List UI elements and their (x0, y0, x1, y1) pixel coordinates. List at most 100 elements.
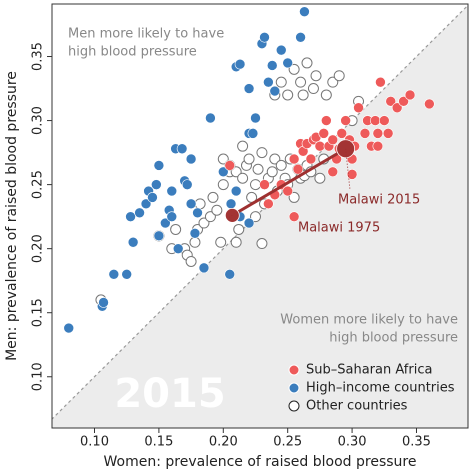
point (249, 211, 261, 223)
point (372, 140, 384, 152)
point (301, 57, 313, 69)
point (224, 160, 236, 171)
point (185, 153, 197, 165)
point (321, 115, 332, 126)
point (127, 236, 139, 248)
point (375, 76, 386, 88)
point (233, 223, 245, 235)
legend-marker (288, 400, 300, 412)
legend-marker (288, 364, 300, 376)
point (310, 70, 322, 82)
y-tick-label: 0.15 (31, 298, 46, 327)
point (269, 85, 281, 97)
point (185, 198, 197, 210)
point (305, 153, 317, 165)
region-label: high blood pressure (329, 331, 458, 346)
point (288, 63, 300, 75)
watermark: 2015 (114, 371, 225, 417)
point (385, 96, 397, 107)
point (275, 76, 287, 88)
point (237, 140, 249, 152)
point (340, 115, 351, 126)
point (147, 192, 158, 203)
region-label: Women more likely to have (280, 313, 458, 328)
point (205, 112, 216, 124)
y-axis-label: Men: prevalence of raised blood pressure (4, 71, 20, 361)
point (176, 143, 188, 155)
point (192, 207, 203, 219)
point (189, 227, 201, 239)
point (224, 268, 236, 280)
point (252, 163, 264, 175)
point (160, 217, 171, 229)
point (327, 134, 339, 146)
point (282, 89, 294, 101)
point (297, 89, 309, 101)
point (247, 128, 259, 139)
point (263, 76, 274, 88)
y-tick-label: 0.30 (31, 106, 46, 135)
point (369, 115, 381, 126)
point (204, 211, 216, 223)
point (140, 198, 152, 210)
point (288, 153, 300, 165)
point (256, 147, 268, 159)
point (269, 153, 281, 165)
y-tick-label: 0.10 (31, 362, 46, 391)
point (63, 322, 75, 334)
x-tick-label: 0.35 (402, 435, 431, 450)
point (275, 159, 287, 171)
point (282, 57, 293, 69)
point (237, 172, 249, 184)
point (170, 223, 182, 235)
point (282, 185, 293, 197)
legend-label: High–income countries (306, 381, 455, 396)
point (215, 236, 227, 248)
x-tick-label: 0.15 (144, 435, 173, 450)
point (299, 6, 310, 17)
point (391, 102, 403, 114)
annotation: Malawi 1975 (298, 221, 380, 236)
point (194, 198, 206, 210)
point (327, 166, 339, 178)
point (166, 185, 178, 197)
point (382, 128, 394, 139)
point (266, 60, 278, 71)
region-label: high blood pressure (68, 45, 197, 60)
point (359, 128, 371, 139)
y-tick-label: 0.35 (31, 42, 46, 71)
point (172, 243, 184, 254)
point (292, 163, 304, 175)
point (378, 115, 390, 126)
legend-label: Other countries (306, 399, 408, 414)
point (98, 297, 109, 308)
point (121, 268, 132, 280)
point (230, 185, 242, 197)
point (198, 217, 210, 229)
point (259, 32, 270, 43)
point (207, 191, 219, 203)
point (108, 268, 120, 280)
y-tick-label: 0.25 (31, 170, 46, 199)
point (234, 58, 246, 70)
point (243, 153, 255, 165)
point (259, 179, 270, 190)
point (243, 83, 255, 94)
point (424, 98, 435, 110)
point (151, 179, 162, 190)
region-label: Men more likely to have (68, 27, 224, 42)
point (275, 44, 287, 56)
point (217, 153, 229, 165)
point (404, 89, 416, 101)
point (336, 128, 348, 139)
point (125, 211, 136, 222)
point (225, 198, 237, 210)
x-tick-label: 0.25 (273, 435, 302, 450)
trajectory (231, 147, 347, 217)
point (314, 140, 326, 152)
point (230, 236, 242, 248)
x-tick-label: 0.20 (209, 435, 238, 450)
annotation-leader (227, 214, 233, 219)
point (217, 166, 229, 178)
